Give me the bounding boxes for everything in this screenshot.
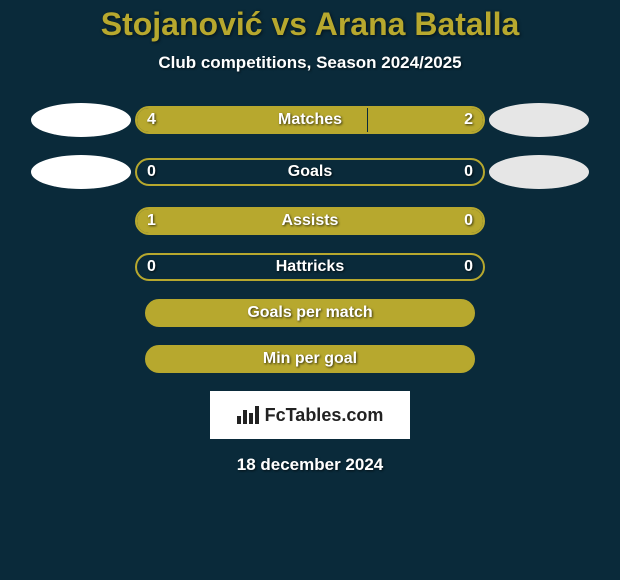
comparison-row: 42Matches bbox=[0, 103, 620, 137]
source-logo: FcTables.com bbox=[210, 391, 410, 439]
date-label: 18 december 2024 bbox=[0, 455, 620, 475]
page-subtitle: Club competitions, Season 2024/2025 bbox=[0, 53, 620, 73]
comparison-card: Stojanović vs Arana Batalla Club competi… bbox=[0, 0, 620, 475]
comparison-row: 10Assists bbox=[0, 207, 620, 235]
bar-value-left: 0 bbox=[147, 255, 156, 279]
bar-value-right: 0 bbox=[464, 209, 473, 233]
player-left-avatar bbox=[31, 103, 131, 137]
comparison-row: 0 0Goals bbox=[0, 155, 620, 189]
bar-left-fill bbox=[137, 209, 397, 233]
bar-track: 0 0Goals bbox=[135, 158, 485, 186]
bar-track: 42Matches bbox=[135, 106, 485, 134]
full-bar: Min per goal bbox=[145, 345, 475, 373]
bar-track: 10Assists bbox=[135, 207, 485, 235]
full-bar: Goals per match bbox=[145, 299, 475, 327]
bar-value-left: 1 bbox=[147, 209, 156, 233]
avatar-slot-left bbox=[27, 155, 135, 189]
bar-track: 0 0Hattricks bbox=[135, 253, 485, 281]
avatar-slot-right bbox=[485, 103, 593, 137]
bar-chart-icon bbox=[237, 406, 259, 424]
player-right-avatar bbox=[489, 155, 589, 189]
page-title: Stojanović vs Arana Batalla bbox=[0, 6, 620, 43]
bar-label: Hattricks bbox=[137, 255, 483, 279]
bar-value-left: 0 bbox=[147, 160, 156, 184]
player-right-avatar bbox=[489, 103, 589, 137]
full-bars: Goals per match Min per goal bbox=[0, 299, 620, 373]
bar-left-fill bbox=[137, 108, 367, 132]
logo-text: FcTables.com bbox=[265, 405, 384, 426]
bar-label: Goals bbox=[137, 160, 483, 184]
bar-value-right: 2 bbox=[464, 108, 473, 132]
bar-value-left: 4 bbox=[147, 108, 156, 132]
bar-value-right: 0 bbox=[464, 255, 473, 279]
avatar-slot-left bbox=[27, 103, 135, 137]
bar-value-right: 0 bbox=[464, 160, 473, 184]
comparison-row: 0 0Hattricks bbox=[0, 253, 620, 281]
comparison-rows: 42Matches00Goals10Assists00Hattricks bbox=[0, 103, 620, 281]
player-left-avatar bbox=[31, 155, 131, 189]
avatar-slot-right bbox=[485, 155, 593, 189]
